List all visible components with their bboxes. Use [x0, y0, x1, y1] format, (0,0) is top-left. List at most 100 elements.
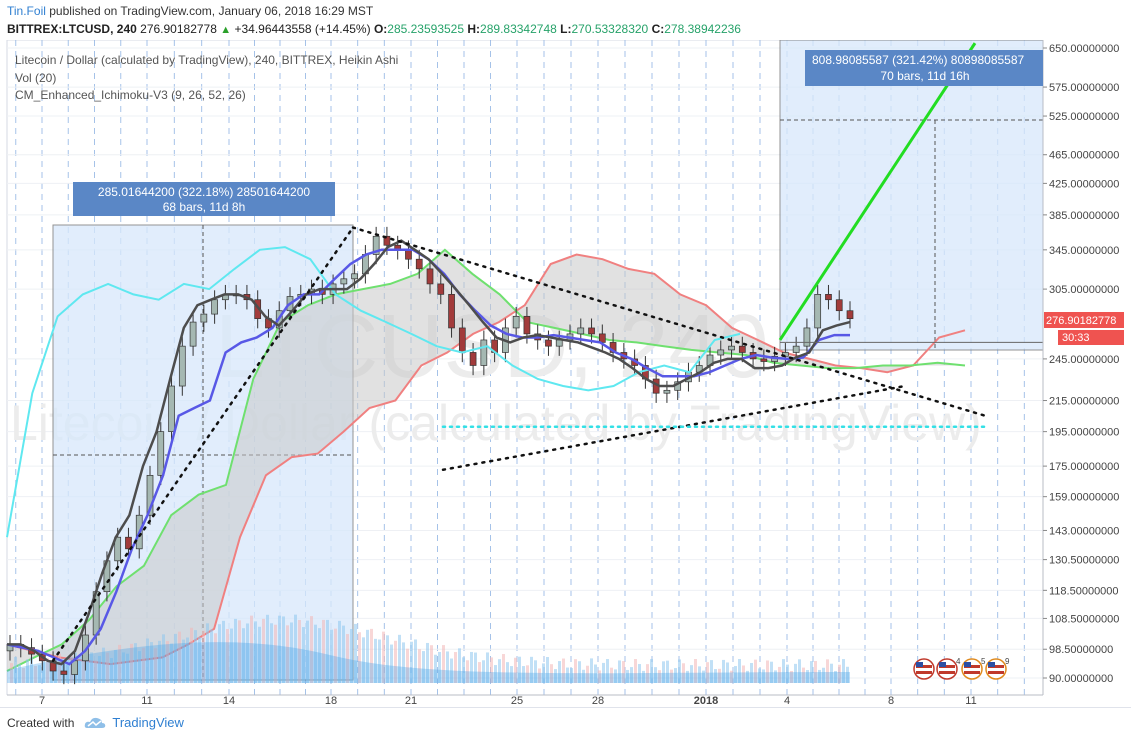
- candle-bear: [415, 258, 423, 270]
- price-tick-label: 130.50000000: [1049, 555, 1119, 567]
- volume-bar: [254, 621, 257, 683]
- volume-bar: [530, 656, 533, 683]
- measure-label-box-1: [73, 182, 335, 216]
- volume-bar: [342, 625, 345, 683]
- candle-bull: [211, 299, 218, 315]
- volume-bar: [218, 624, 221, 683]
- volume-bar: [30, 657, 33, 683]
- volume-bar: [490, 657, 493, 683]
- candle-bear: [469, 352, 477, 366]
- volume-bar: [654, 667, 657, 683]
- volume-bar: [682, 663, 685, 683]
- candle-bull: [792, 345, 800, 353]
- volume-bar: [506, 662, 509, 683]
- volume-bar: [622, 661, 625, 683]
- volume-bar: [274, 624, 277, 683]
- volume-bar: [738, 659, 741, 683]
- us-flag-icon[interactable]: 5: [961, 657, 986, 680]
- volume-bar: [798, 659, 801, 683]
- measure-label-1-line2: 68 bars, 11d 8h: [163, 200, 246, 214]
- volume-bar: [394, 640, 397, 683]
- price-tick-label: 525.00000000: [1049, 111, 1119, 123]
- volume-bar: [66, 664, 69, 683]
- volume-bar: [770, 661, 773, 683]
- candle-bull: [803, 327, 811, 347]
- volume-bar: [642, 670, 645, 683]
- volume-bar: [518, 656, 521, 683]
- volume-bar: [406, 648, 409, 683]
- candle-bear: [738, 345, 746, 353]
- volume-bar: [46, 658, 49, 683]
- author-link[interactable]: Tin.Foil: [7, 4, 46, 18]
- volume-bar: [110, 658, 113, 683]
- volume-bar: [842, 659, 845, 683]
- measure-label-box-2: [805, 50, 1043, 86]
- volume-bar: [774, 670, 777, 683]
- volume-bar: [398, 634, 401, 683]
- volume-bar: [526, 665, 529, 683]
- volume-bar: [442, 645, 445, 683]
- volume-bar: [302, 627, 305, 683]
- volume-bar: [534, 660, 537, 683]
- volume-bar: [766, 660, 769, 683]
- candle-bear: [545, 339, 552, 347]
- volume-bar: [282, 616, 285, 683]
- candle-bull: [189, 321, 197, 347]
- candle-bear: [523, 316, 531, 335]
- volume-bar: [494, 665, 497, 683]
- volume-bar: [414, 639, 417, 683]
- volume-bar: [522, 666, 525, 683]
- candle-bull: [728, 345, 735, 351]
- volume-bar: [782, 659, 785, 683]
- chikou-span-line: [6, 246, 741, 538]
- volume-bar: [698, 666, 701, 683]
- high-label: H:: [467, 22, 481, 36]
- volume-bar: [94, 660, 97, 683]
- open-label: O:: [373, 22, 388, 36]
- volume-bar: [750, 662, 753, 683]
- volume-bar: [174, 633, 177, 683]
- volume-bar: [278, 615, 281, 683]
- volume-bar: [402, 642, 405, 683]
- volume-bar: [806, 670, 809, 683]
- high-value: 289.83342748: [480, 22, 557, 36]
- volume-bar: [358, 632, 361, 683]
- triangle-upper-trendline: [351, 226, 987, 417]
- open-value: 285.23593525: [387, 22, 465, 36]
- volume-bar: [298, 619, 301, 683]
- symbol-interval: BITTREX:LTCUSD, 240: [7, 22, 137, 36]
- volume-bar: [602, 662, 605, 683]
- countdown-tag: [1058, 330, 1124, 345]
- volume-bar: [838, 664, 841, 683]
- volume-bar: [802, 667, 805, 683]
- price-tick-label: 195.00000000: [1049, 427, 1119, 439]
- volume-bar: [638, 664, 641, 683]
- volume-bar: [354, 623, 357, 683]
- volume-bar: [366, 629, 369, 683]
- volume-bar: [718, 668, 721, 683]
- ichimoku-cloud: [7, 249, 965, 672]
- us-flag-icon[interactable]: 4: [936, 657, 961, 680]
- tradingview-link[interactable]: TradingView: [112, 715, 184, 730]
- volume-bar: [706, 662, 709, 683]
- candle-bear: [835, 299, 843, 312]
- close-label: C:: [651, 22, 665, 36]
- volume-bar: [834, 670, 837, 683]
- volume-bar: [550, 664, 553, 683]
- volume-bar: [606, 659, 609, 683]
- us-flag-icon[interactable]: [913, 658, 935, 680]
- volume-bar: [510, 666, 513, 683]
- tradingview-cloud-icon: [85, 717, 106, 728]
- candle-bull: [555, 339, 563, 347]
- measure-label-2-line1: 808.98085587 (321.42%) 80898085587: [812, 53, 1025, 67]
- volume-bar: [194, 630, 197, 683]
- price-tick-label: 245.00000000: [1049, 354, 1119, 366]
- price-chart[interactable]: LTCUSD, 240 Litecoin / Dollar (calculate…: [0, 40, 1131, 707]
- volume-bar: [98, 655, 101, 683]
- volume-bar: [102, 647, 105, 683]
- volume-bar: [710, 660, 713, 683]
- volume-bar: [762, 669, 765, 683]
- volume-bar: [122, 652, 125, 683]
- us-flag-icon[interactable]: 9: [985, 657, 1010, 680]
- candle-bull: [146, 474, 154, 516]
